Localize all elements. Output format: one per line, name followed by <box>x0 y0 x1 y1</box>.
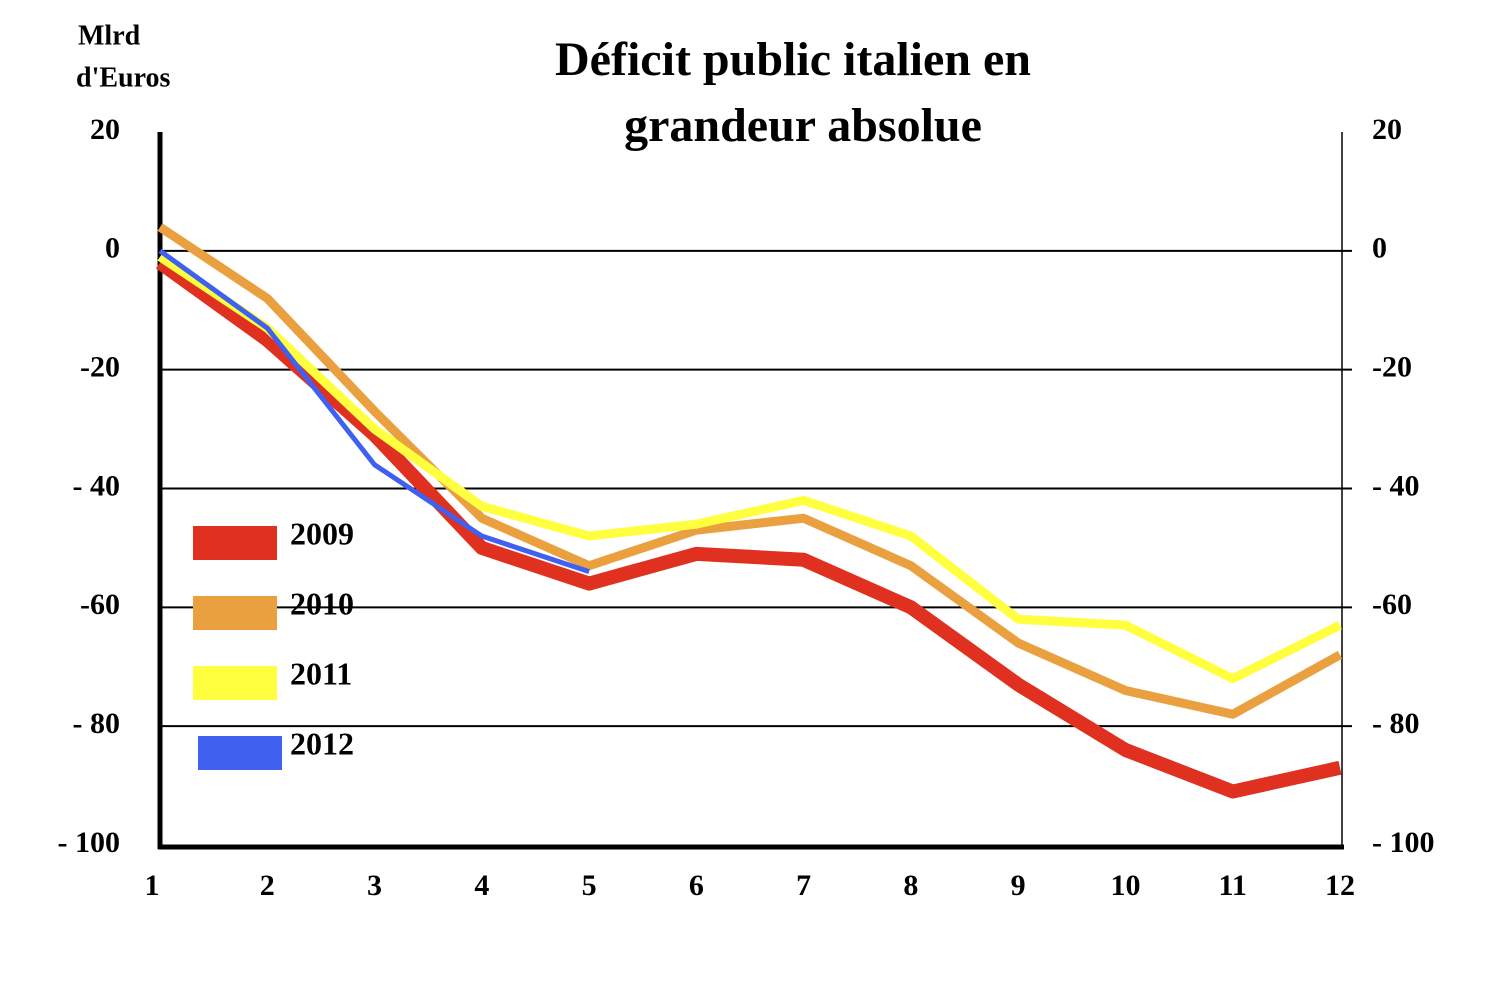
chart-title: Déficit public italien en <box>555 33 1031 86</box>
legend-swatch <box>193 666 277 700</box>
x-tick-label: 1 <box>145 869 160 902</box>
legend-swatch <box>198 736 282 770</box>
legend-label: 2009 <box>290 515 354 551</box>
y2-tick-label: -20 <box>1372 351 1412 384</box>
y-tick-label: -20 <box>80 351 120 384</box>
y-unit-label: Mlrd <box>78 20 141 51</box>
legend-label: 2011 <box>290 655 352 691</box>
legend-label: 2012 <box>290 725 354 761</box>
x-tick-label: 2 <box>260 869 275 902</box>
y2-tick-label: - 80 <box>1372 707 1420 740</box>
series-line <box>157 253 1343 684</box>
y-tick-label: - 100 <box>58 826 121 859</box>
x-tick-label: 3 <box>367 869 382 902</box>
y-tick-label: - 40 <box>73 469 121 502</box>
x-tick-label: 8 <box>903 869 918 902</box>
y2-tick-label: - 100 <box>1372 826 1435 859</box>
y-tick-label: - 80 <box>73 707 121 740</box>
y-tick-label: -60 <box>80 588 120 621</box>
y-tick-label: 0 <box>105 232 120 265</box>
x-tick-label: 4 <box>474 869 489 902</box>
series-line <box>157 223 1343 719</box>
x-tick-label: 10 <box>1110 869 1140 902</box>
x-tick-label: 7 <box>796 869 811 902</box>
legend-label: 2010 <box>290 585 354 621</box>
x-tick-label: 12 <box>1325 869 1355 902</box>
x-tick-label: 11 <box>1219 869 1247 902</box>
chart-title: grandeur absolue <box>624 99 982 152</box>
series-line <box>158 248 590 575</box>
x-tick-label: 5 <box>582 869 597 902</box>
x-tick-label: 6 <box>689 869 704 902</box>
x-tick-label: 9 <box>1011 869 1026 902</box>
y-tick-label: 20 <box>90 113 120 146</box>
legend-swatch <box>193 596 277 630</box>
y2-tick-label: - 40 <box>1372 469 1420 502</box>
y-unit-label: d'Euros <box>76 62 171 93</box>
y2-tick-label: -60 <box>1372 588 1412 621</box>
y2-tick-label: 0 <box>1372 232 1387 265</box>
y2-tick-label: 20 <box>1372 113 1402 146</box>
series-line <box>155 257 1342 799</box>
legend-swatch <box>193 526 277 560</box>
